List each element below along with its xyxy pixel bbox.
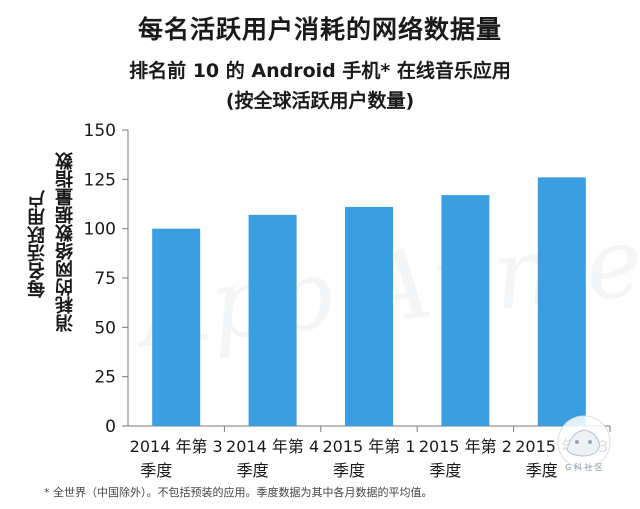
- chart-subtitle-2: (按全球活跃用户数量): [225, 90, 415, 112]
- bar: [537, 177, 586, 426]
- bar: [152, 228, 201, 426]
- x-tick-label: 季度: [526, 461, 558, 480]
- chart-title: 每名活跃用户消耗的网络数据量: [137, 15, 502, 44]
- y-tick-label: 25: [94, 368, 116, 388]
- footnote: * 全世界（中国除外）。不包括预装的应用。季度数据为其中各月数据的平均值。: [44, 486, 433, 499]
- x-tick-label: 2015 年第 1: [322, 437, 415, 456]
- bar: [248, 214, 297, 426]
- y-tick-label: 0: [105, 417, 116, 437]
- x-tick-label: 2015 年第 2: [419, 437, 512, 456]
- bar: [345, 206, 393, 426]
- x-tick-label: 季度: [429, 461, 461, 480]
- x-tick-label: 季度: [333, 461, 365, 480]
- y-tick-label: 50: [94, 318, 116, 338]
- x-tick-label: 2014 年第 4: [226, 437, 319, 456]
- y-tick-label: 150: [84, 121, 116, 141]
- x-tick-label: 季度: [140, 461, 172, 480]
- x-tick-label: 2015 年第 3: [515, 437, 608, 456]
- bar: [441, 195, 490, 426]
- y-tick-label: 125: [84, 170, 116, 190]
- y-tick-label: 75: [94, 269, 116, 289]
- chart-subtitle-1: 排名前 10 的 Android 手机* 在线音乐应用: [129, 60, 511, 82]
- x-tick-label: 季度: [237, 461, 269, 480]
- y-tick-label: 100: [84, 220, 116, 240]
- x-tick-label: 2014 年第 3: [130, 437, 223, 456]
